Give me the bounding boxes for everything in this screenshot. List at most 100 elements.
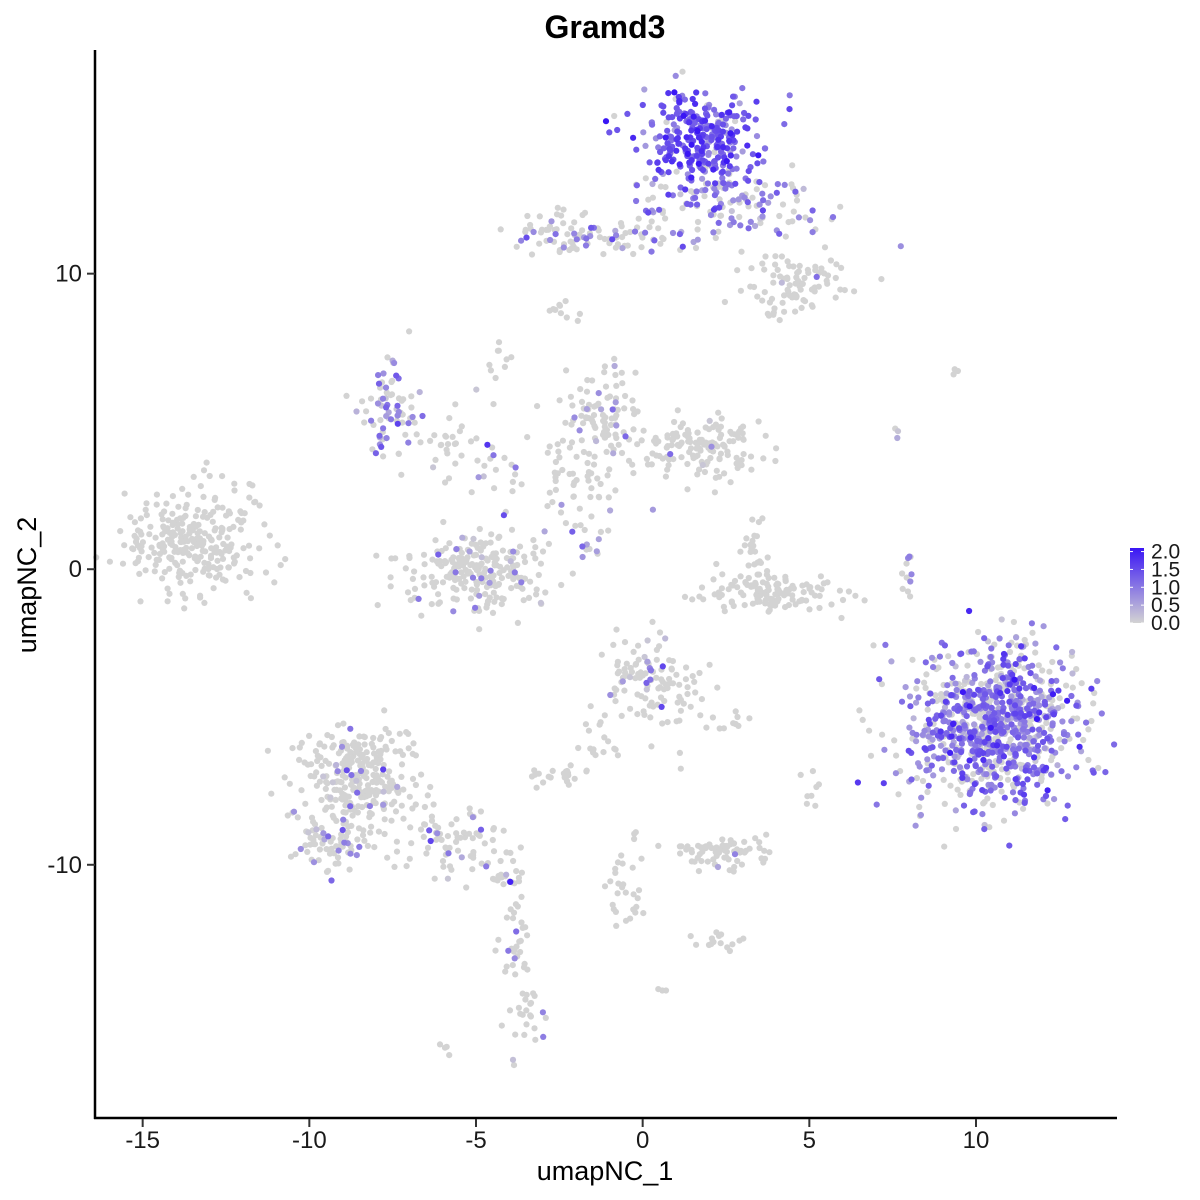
cell-point bbox=[1000, 817, 1008, 824]
cell-point bbox=[409, 750, 416, 758]
cell-point bbox=[1059, 665, 1066, 672]
cell-point bbox=[914, 678, 921, 685]
cell-point bbox=[400, 396, 407, 403]
cell-point bbox=[495, 347, 502, 354]
cell-point bbox=[348, 754, 355, 761]
cell-point bbox=[513, 868, 520, 875]
cell-point bbox=[172, 544, 179, 551]
cell-point bbox=[759, 213, 766, 220]
cell-point bbox=[583, 388, 591, 395]
cell-point bbox=[770, 309, 777, 316]
cell-point bbox=[670, 121, 677, 128]
cell-point bbox=[190, 522, 197, 529]
cell-point bbox=[629, 397, 636, 404]
cell-point bbox=[711, 489, 719, 496]
cell-point bbox=[746, 715, 753, 722]
cell-point bbox=[640, 910, 647, 917]
cell-point bbox=[153, 501, 160, 508]
cell-point bbox=[1044, 787, 1051, 794]
cell-point bbox=[579, 553, 586, 561]
cell-point bbox=[481, 569, 488, 576]
cell-point bbox=[1016, 685, 1023, 692]
cell-point bbox=[561, 774, 568, 781]
cell-point bbox=[347, 725, 354, 732]
cell-point bbox=[594, 475, 601, 482]
cell-point bbox=[687, 201, 694, 208]
cell-point bbox=[518, 869, 526, 876]
cell-point bbox=[1012, 710, 1019, 717]
cell-point bbox=[715, 219, 722, 226]
cell-point bbox=[138, 548, 145, 555]
cell-point bbox=[786, 106, 793, 113]
cell-point bbox=[601, 712, 608, 719]
cell-point bbox=[673, 718, 680, 725]
cell-point bbox=[219, 504, 226, 511]
cell-point bbox=[615, 668, 623, 675]
cell-point bbox=[1095, 764, 1102, 772]
cell-point bbox=[446, 844, 453, 851]
cell-point bbox=[881, 746, 888, 753]
cell-point bbox=[516, 543, 524, 550]
cell-point bbox=[726, 109, 733, 116]
cell-point bbox=[394, 420, 401, 427]
cell-point bbox=[611, 362, 618, 370]
cell-point bbox=[415, 595, 422, 603]
cell-point bbox=[209, 518, 216, 525]
cell-point bbox=[570, 493, 577, 500]
cell-point bbox=[631, 835, 638, 843]
cell-point bbox=[573, 453, 580, 460]
cell-point bbox=[952, 680, 959, 687]
cell-point bbox=[935, 664, 942, 671]
cell-point bbox=[677, 850, 684, 857]
cell-point bbox=[693, 188, 700, 195]
cell-point bbox=[421, 582, 428, 589]
cell-point bbox=[463, 884, 470, 891]
cell-point bbox=[532, 555, 539, 562]
cell-point bbox=[301, 759, 308, 766]
cell-point bbox=[469, 574, 477, 581]
cell-point bbox=[615, 441, 622, 448]
cell-point bbox=[174, 525, 181, 532]
cell-point bbox=[1039, 667, 1046, 674]
cell-point bbox=[398, 761, 406, 768]
cell-point bbox=[503, 356, 510, 363]
cell-point bbox=[913, 699, 920, 706]
cell-point bbox=[398, 773, 405, 781]
cell-point bbox=[1043, 714, 1050, 721]
cell-point bbox=[977, 766, 984, 774]
cell-point bbox=[187, 578, 194, 585]
cell-point bbox=[469, 835, 476, 842]
cell-point bbox=[781, 292, 788, 299]
cell-point bbox=[924, 706, 931, 713]
cell-point bbox=[576, 505, 583, 512]
cell-point bbox=[979, 787, 986, 794]
cell-point bbox=[645, 196, 652, 203]
cell-point bbox=[489, 836, 496, 844]
cell-point bbox=[770, 272, 777, 279]
cell-point bbox=[662, 681, 669, 688]
cell-point bbox=[316, 846, 323, 853]
cell-point bbox=[515, 1004, 523, 1011]
cell-point bbox=[632, 369, 639, 376]
cell-point bbox=[470, 535, 477, 543]
cell-point bbox=[343, 793, 350, 800]
cell-point bbox=[420, 833, 427, 841]
cell-point bbox=[956, 764, 964, 771]
cell-point bbox=[681, 593, 689, 601]
cell-point bbox=[327, 794, 334, 801]
cell-point bbox=[316, 741, 323, 748]
cell-point bbox=[223, 512, 230, 519]
cell-point bbox=[185, 491, 192, 498]
cell-point bbox=[203, 459, 210, 466]
cell-point bbox=[413, 431, 420, 438]
cell-point bbox=[913, 738, 920, 745]
cell-point bbox=[1000, 661, 1007, 668]
cell-point bbox=[405, 439, 412, 446]
cell-point bbox=[341, 839, 348, 846]
cell-point bbox=[477, 539, 484, 546]
cell-point bbox=[211, 496, 218, 503]
cell-point bbox=[854, 779, 862, 786]
cell-point bbox=[428, 573, 435, 580]
cell-point bbox=[779, 299, 786, 306]
